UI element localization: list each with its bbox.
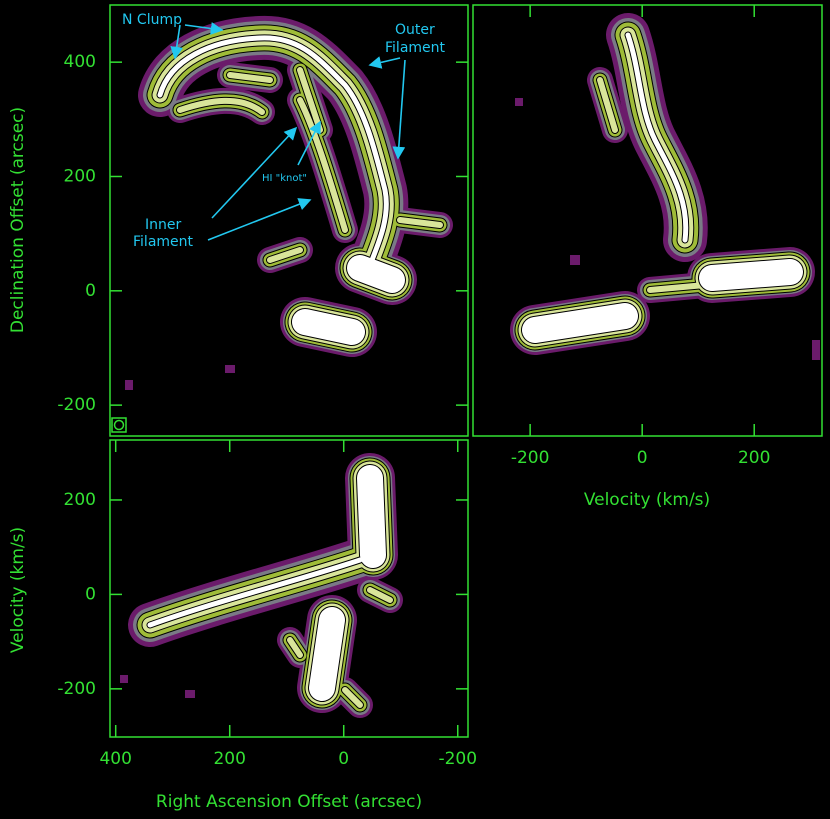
annotation: Filament: [133, 234, 194, 250]
y-tick-label: -200: [57, 679, 96, 699]
y-tick-label: 400: [64, 52, 96, 72]
annotation: N Clump: [122, 12, 182, 28]
x-axis-label: Velocity (km/s): [584, 490, 710, 510]
annotation: HI "knot": [262, 173, 307, 184]
x-axis-label: Right Ascension Offset (arcsec): [156, 792, 422, 812]
panel-frame: [472, 4, 823, 437]
annotation: Outer: [395, 22, 435, 38]
beam: [113, 419, 125, 431]
y-tick-label: 0: [85, 281, 96, 301]
y-axis-label: Velocity (km/s): [8, 527, 28, 653]
arrow: [170, 24, 184, 60]
position-velocity-map: [120, 478, 390, 705]
x-tick-label: -200: [438, 749, 477, 769]
annotation: Filament: [385, 40, 446, 56]
arrow: [392, 59, 406, 160]
position-velocity-map: [515, 35, 820, 360]
x-tick-label: 200: [213, 749, 245, 769]
arrow: [211, 126, 298, 219]
y-tick-label: -200: [57, 395, 96, 415]
panel-frame: [109, 439, 469, 738]
annotations: N Clump Outer Filament HI "knot" Inner F…: [122, 12, 446, 250]
beam-box: [111, 417, 127, 433]
arrow: [207, 198, 312, 241]
x-tick-label: 0: [637, 448, 648, 468]
arrow: [297, 120, 321, 166]
annotation: Inner: [145, 217, 181, 233]
y-tick-label: 0: [85, 584, 96, 604]
arrow: [184, 22, 224, 35]
arrow: [368, 56, 401, 69]
panel-frame: [109, 4, 469, 437]
hi-map: [125, 38, 440, 390]
y-tick-label: 200: [64, 490, 96, 510]
y-axis-label: Declination Offset (arcsec): [8, 107, 28, 333]
x-tick-label: 0: [338, 749, 349, 769]
y-tick-label: 200: [64, 166, 96, 186]
x-tick-label: -200: [511, 448, 550, 468]
x-tick-label: 200: [738, 448, 770, 468]
x-tick-label: 400: [99, 749, 131, 769]
